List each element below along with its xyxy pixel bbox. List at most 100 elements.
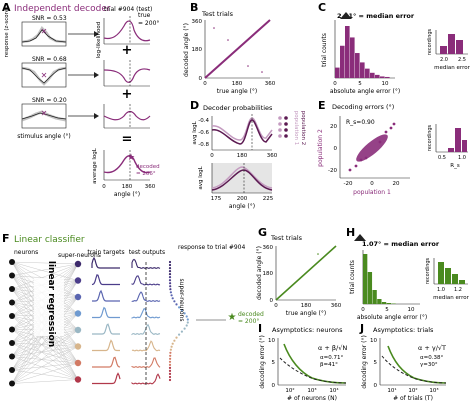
h-ylabel: trial counts <box>349 260 356 294</box>
i-data-curve <box>283 343 347 384</box>
histogram-bar <box>375 74 380 78</box>
h-xtick-0: 0 <box>361 307 365 313</box>
histogram-bar <box>367 272 373 304</box>
neuron-dot <box>9 286 15 292</box>
response-dot <box>178 333 181 336</box>
histogram-c <box>335 26 390 78</box>
population-1-curve <box>211 117 273 141</box>
g-xtick-0: 0 <box>274 303 278 309</box>
super-neuron-dot <box>74 277 82 284</box>
scatter-b <box>204 19 271 79</box>
i-xtick-1: 10² <box>285 387 294 394</box>
panel-d-letter: D <box>190 99 199 112</box>
histogram-bar <box>350 37 355 78</box>
a-xtick-360: 360 <box>145 184 156 190</box>
train-target-curve <box>92 356 121 368</box>
panel-a: A Independent decoder ✕ SNR = 0.53 ✕ SNR… <box>2 1 160 198</box>
histogram-bar <box>360 62 365 78</box>
super-neuron-dot <box>74 260 82 268</box>
e-ylabel: population 2 <box>317 129 324 167</box>
response-dot <box>173 300 176 303</box>
tuning-plot-3: ✕ SNR = 0.20 <box>21 97 67 129</box>
histogram-bar <box>380 76 385 78</box>
d-zoom-xtick-225: 225 <box>263 196 274 202</box>
panel-e-letter: E <box>318 99 326 112</box>
h-inset-ylabel: recordings <box>425 257 431 284</box>
response-dot <box>183 327 186 330</box>
response-dot <box>169 351 172 354</box>
e-xtick-1: -20 <box>344 181 353 187</box>
d-ytick-2: -0.6 <box>198 130 209 136</box>
g-xlabel: true angle (°) <box>286 310 326 317</box>
histogram-bar <box>381 302 387 304</box>
test-output-curve <box>131 275 161 286</box>
response-dot <box>185 324 188 327</box>
histogram-bar <box>340 45 345 78</box>
b-ylabel: decoded angle (°) <box>183 23 190 77</box>
j-xtick-3: 10³ <box>429 387 438 394</box>
neuron-dot <box>9 380 15 387</box>
decoded-label-a: decoded <box>136 164 160 170</box>
response-dot <box>168 366 172 369</box>
a-xtick-0: 0 <box>102 184 106 190</box>
panel-i-title: Asymptotics: neurons <box>272 326 343 334</box>
decoded-value-f: = 200° <box>238 318 259 325</box>
i-ytick-10: 10 <box>268 338 275 344</box>
panel-g-letter: G <box>258 226 267 239</box>
panel-h: H 1.07° = median error 0 5 10 absolute a… <box>346 226 470 321</box>
panel-f: F Linear classifier neurons super-neuron… <box>2 232 264 387</box>
super-neuron-dot <box>74 293 82 301</box>
i-ytick-5: 5 <box>272 360 276 366</box>
c-inset-ylabel: recordings <box>427 28 433 55</box>
snr-label-1: SNR = 0.53 <box>32 15 67 22</box>
c-ylabel: trial counts <box>321 33 328 67</box>
response-dot <box>168 270 172 273</box>
c-xtick-10: 10 <box>382 81 389 87</box>
response-dot <box>168 263 172 267</box>
histogram-bar <box>372 290 377 304</box>
neuron-layer <box>9 259 15 387</box>
panel-b-letter: B <box>190 1 198 14</box>
j-xlabel: # of trials (T) <box>393 395 433 402</box>
scatter-e <box>348 122 396 172</box>
j-formula: α + γ/√T <box>418 344 446 352</box>
i-fit-curve <box>279 357 347 384</box>
panel-b-title: Test trials <box>201 10 234 18</box>
test-output-curves <box>131 258 161 385</box>
data-x-marker-1: ✕ <box>41 27 48 36</box>
b-ytick-0: 0 <box>199 76 203 82</box>
tuning-plot-1: ✕ SNR = 0.53 <box>21 15 67 47</box>
response-dot <box>168 267 172 270</box>
response-dot <box>168 260 172 264</box>
histogram-bar <box>385 76 390 78</box>
avg-loglik-axis-label: average logL <box>92 147 98 184</box>
panel-a-letter: A <box>2 1 11 14</box>
super-neurons-label: super-neurons <box>58 252 101 259</box>
plus-sign-2: + <box>122 87 133 102</box>
test-output-curve <box>131 323 161 336</box>
super-neuron-dot <box>74 326 82 334</box>
test-output-curve <box>131 258 161 270</box>
loglik-axis-label: log-likelihood <box>96 22 102 59</box>
c-xtick-0: 0 <box>333 81 337 87</box>
response-dot <box>186 318 189 321</box>
e-ytick-3: 20 <box>330 124 337 130</box>
panel-j: J Asymptotics: trials α + γ/√T α=0.38° γ… <box>359 322 446 402</box>
b-ytick-360: 360 <box>192 19 203 25</box>
plus-sign-1: + <box>122 43 133 58</box>
c-inset-xlabel: median error <box>434 65 470 71</box>
neuron-dot <box>9 272 15 279</box>
response-dot <box>168 276 172 279</box>
response-dot <box>186 321 189 324</box>
h-inset-xlabel: median error <box>433 295 469 301</box>
panel-c-letter: C <box>318 1 326 14</box>
super-neuron-layer <box>74 260 82 383</box>
neuron-dot <box>9 326 15 333</box>
loglik-plot-1: true = 200° <box>103 12 159 45</box>
true-value: = 200° <box>138 20 159 27</box>
legend-population-1: population 1 <box>293 111 299 146</box>
j-ylabel: decoding error (°) <box>361 335 368 389</box>
i-xtick-2: 10³ <box>307 387 316 394</box>
c-inset-xtick-2: 2.5 <box>458 57 466 63</box>
g-ylabel: decoded angle (°) <box>256 246 263 300</box>
